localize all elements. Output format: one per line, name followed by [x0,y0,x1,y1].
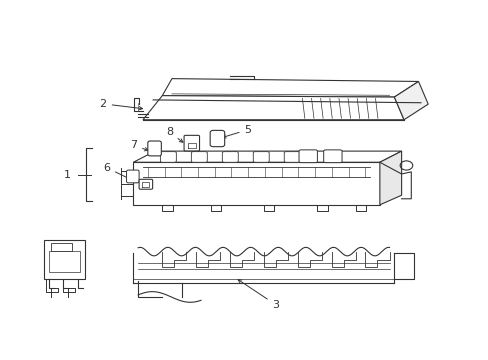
FancyBboxPatch shape [191,152,207,162]
FancyBboxPatch shape [210,130,224,147]
FancyBboxPatch shape [323,150,342,163]
Text: 7: 7 [130,140,148,151]
Polygon shape [162,78,418,97]
FancyBboxPatch shape [253,152,269,162]
Polygon shape [133,151,401,162]
FancyBboxPatch shape [183,135,199,151]
Text: 2: 2 [100,99,142,110]
Text: 5: 5 [222,125,251,138]
Polygon shape [142,96,403,120]
FancyBboxPatch shape [147,141,161,156]
FancyBboxPatch shape [160,152,176,162]
Polygon shape [393,81,427,120]
Polygon shape [133,162,379,205]
FancyBboxPatch shape [299,150,317,163]
FancyBboxPatch shape [284,152,300,162]
Bar [44,240,85,279]
Text: 6: 6 [103,163,137,183]
FancyBboxPatch shape [139,179,152,189]
Text: 8: 8 [165,127,183,142]
Text: 4: 4 [51,255,59,265]
Text: 3: 3 [238,280,279,310]
FancyBboxPatch shape [126,170,139,183]
Text: 1: 1 [63,170,70,180]
Bar [49,251,80,272]
FancyBboxPatch shape [222,152,238,162]
Polygon shape [379,151,401,205]
Bar [51,243,72,251]
